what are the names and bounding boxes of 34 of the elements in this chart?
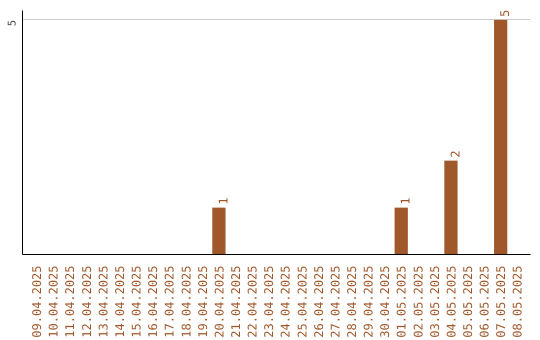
x-tick-label: 05.05.2025	[461, 265, 476, 338]
x-tick-label: 18.04.2025	[179, 265, 194, 338]
x-tick-label: 22.04.2025	[246, 265, 260, 338]
x-tick-label: 04.05.2025	[444, 265, 458, 338]
x-tick-label: 07.05.2025	[494, 265, 508, 338]
x-tick-label: 10.04.2025	[46, 265, 61, 338]
x-tick-label: 14.04.2025	[112, 265, 127, 338]
x-tick-label: 25.04.2025	[295, 265, 310, 338]
x-tick-label: 01.05.2025	[394, 265, 409, 338]
x-tick-label: 26.04.2025	[312, 265, 326, 338]
x-tick-label: 08.05.2025	[510, 265, 525, 338]
x-tick-label: 13.04.2025	[96, 265, 110, 338]
x-tick-label: 06.05.2025	[478, 265, 492, 338]
x-tick-label: 09.04.2025	[30, 265, 44, 338]
x-tick-label: 03.05.2025	[428, 265, 442, 338]
x-tick-label: 28.04.2025	[345, 265, 359, 338]
x-tick-label: 27.04.2025	[328, 265, 342, 338]
x-tick-label: 30.04.2025	[378, 265, 392, 338]
x-tick-label: 17.04.2025	[162, 265, 177, 338]
x-tick-label: 11.04.2025	[63, 265, 78, 338]
x-tick-label: 19.04.2025	[196, 265, 210, 338]
x-tick-label: 29.04.2025	[362, 265, 376, 338]
x-tick-label: 15.04.2025	[130, 265, 144, 338]
x-tick-label: 16.04.2025	[146, 265, 160, 338]
x-tick-label: 23.04.2025	[262, 265, 276, 338]
x-tick-label: 02.05.2025	[411, 265, 426, 338]
data-label: 5	[498, 10, 512, 17]
x-tick-label: 20.04.2025	[212, 265, 226, 338]
x-tick-label: 12.04.2025	[80, 265, 94, 338]
data-label: 1	[398, 197, 413, 205]
data-label: 1	[216, 197, 230, 205]
x-tick-label: 24.04.2025	[278, 265, 293, 338]
data-label: 2	[448, 150, 462, 158]
x-tick-label: 21.04.2025	[228, 265, 243, 338]
